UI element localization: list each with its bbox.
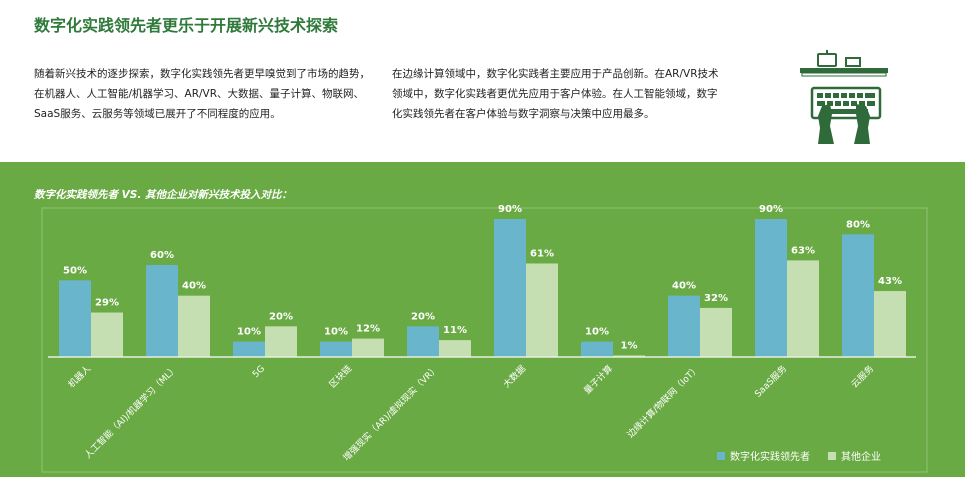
data-label-other-5: 61% bbox=[530, 248, 554, 259]
bar-leader-4 bbox=[407, 326, 439, 357]
data-label-other-0: 29% bbox=[95, 298, 119, 309]
data-label-other-4: 11% bbox=[443, 325, 467, 336]
data-label-leader-0: 50% bbox=[63, 265, 87, 276]
x-tick-label-2: 5G bbox=[251, 364, 267, 380]
bar-leader-7 bbox=[668, 295, 700, 357]
page-title: 数字化实践领先者更乐于开展新兴技术探索 bbox=[34, 16, 339, 35]
bar-leader-5 bbox=[494, 219, 526, 357]
bar-other-9 bbox=[874, 291, 906, 357]
bar-other-3 bbox=[352, 338, 384, 357]
x-tick-label-0: 机器人 bbox=[66, 363, 94, 391]
data-label-leader-3: 10% bbox=[324, 327, 348, 338]
bar-leader-8 bbox=[755, 219, 787, 357]
hands-on-keyboard-icon bbox=[800, 50, 888, 144]
legend: 数字化实践领先者 其他企业 bbox=[717, 450, 881, 463]
data-label-leader-6: 10% bbox=[585, 327, 609, 338]
intro-paragraph-right: 在边缘计算领域中，数字化实践者主要应用于产品创新。在AR/VR技术领域中，数字化… bbox=[392, 68, 719, 120]
bar-leader-9 bbox=[842, 234, 874, 357]
x-tick-label-9: 云服务 bbox=[849, 363, 877, 391]
bar-other-4 bbox=[439, 340, 471, 357]
bar-leader-0 bbox=[59, 280, 91, 357]
data-label-other-1: 40% bbox=[182, 281, 206, 292]
data-label-other-3: 12% bbox=[356, 324, 380, 335]
legend-swatch-0 bbox=[717, 452, 725, 460]
bars-group bbox=[59, 219, 906, 357]
bar-other-0 bbox=[91, 312, 123, 357]
bar-leader-3 bbox=[320, 341, 352, 357]
bar-other-6 bbox=[613, 355, 645, 357]
data-label-leader-1: 60% bbox=[150, 250, 174, 261]
x-tick-label-8: SaaS服务 bbox=[752, 363, 789, 400]
x-tick-label-3: 区块链 bbox=[327, 363, 355, 391]
data-label-other-8: 63% bbox=[791, 245, 815, 256]
bar-leader-2 bbox=[233, 341, 265, 357]
bar-other-5 bbox=[526, 263, 558, 357]
legend-label-1: 其他企业 bbox=[841, 450, 881, 463]
x-tick-label-6: 量子计算 bbox=[581, 363, 615, 397]
bar-chart: 数字化实践领先者 VS. 其他企业对新兴技术投入对比： 50% 29% 机器人 60%… bbox=[34, 188, 928, 473]
legend-label-0: 数字化实践领先者 bbox=[730, 450, 810, 463]
intro-paragraph-left: 随着新兴技术的逐步探索，数字化实践领先者更早嗅觉到了市场的趋势，在机器人、人工智… bbox=[34, 68, 370, 120]
legend-swatch-1 bbox=[828, 452, 836, 460]
bar-other-8 bbox=[787, 260, 819, 357]
data-label-leader-7: 40% bbox=[672, 281, 696, 292]
data-label-leader-9: 80% bbox=[846, 219, 870, 230]
data-label-leader-5: 90% bbox=[498, 204, 522, 215]
data-label-other-6: 1% bbox=[621, 340, 638, 351]
bar-other-2 bbox=[265, 326, 297, 357]
data-label-other-9: 43% bbox=[878, 276, 902, 287]
plot-frame bbox=[41, 207, 928, 473]
bar-other-7 bbox=[700, 307, 732, 357]
x-tick-label-4: 增强现实（AR)/虚拟现实（VR） bbox=[340, 363, 441, 464]
x-tick-label-7: 边缘计算/物联网（IoT） bbox=[625, 363, 703, 441]
bar-other-1 bbox=[178, 295, 210, 357]
data-label-other-7: 32% bbox=[704, 293, 728, 304]
data-label-leader-4: 20% bbox=[411, 311, 435, 322]
bar-leader-6 bbox=[581, 341, 613, 357]
data-label-leader-8: 90% bbox=[759, 204, 783, 215]
data-label-leader-2: 10% bbox=[237, 327, 261, 338]
chart-title: 数字化实践领先者 VS. 其他企业对新兴技术投入对比： bbox=[34, 188, 292, 201]
x-tick-label-1: 人工智能（AI)/机器学习（ML） bbox=[82, 363, 180, 461]
x-tick-label-5: 大数据 bbox=[501, 363, 529, 391]
bar-leader-1 bbox=[146, 265, 178, 357]
data-label-other-2: 20% bbox=[269, 311, 293, 322]
